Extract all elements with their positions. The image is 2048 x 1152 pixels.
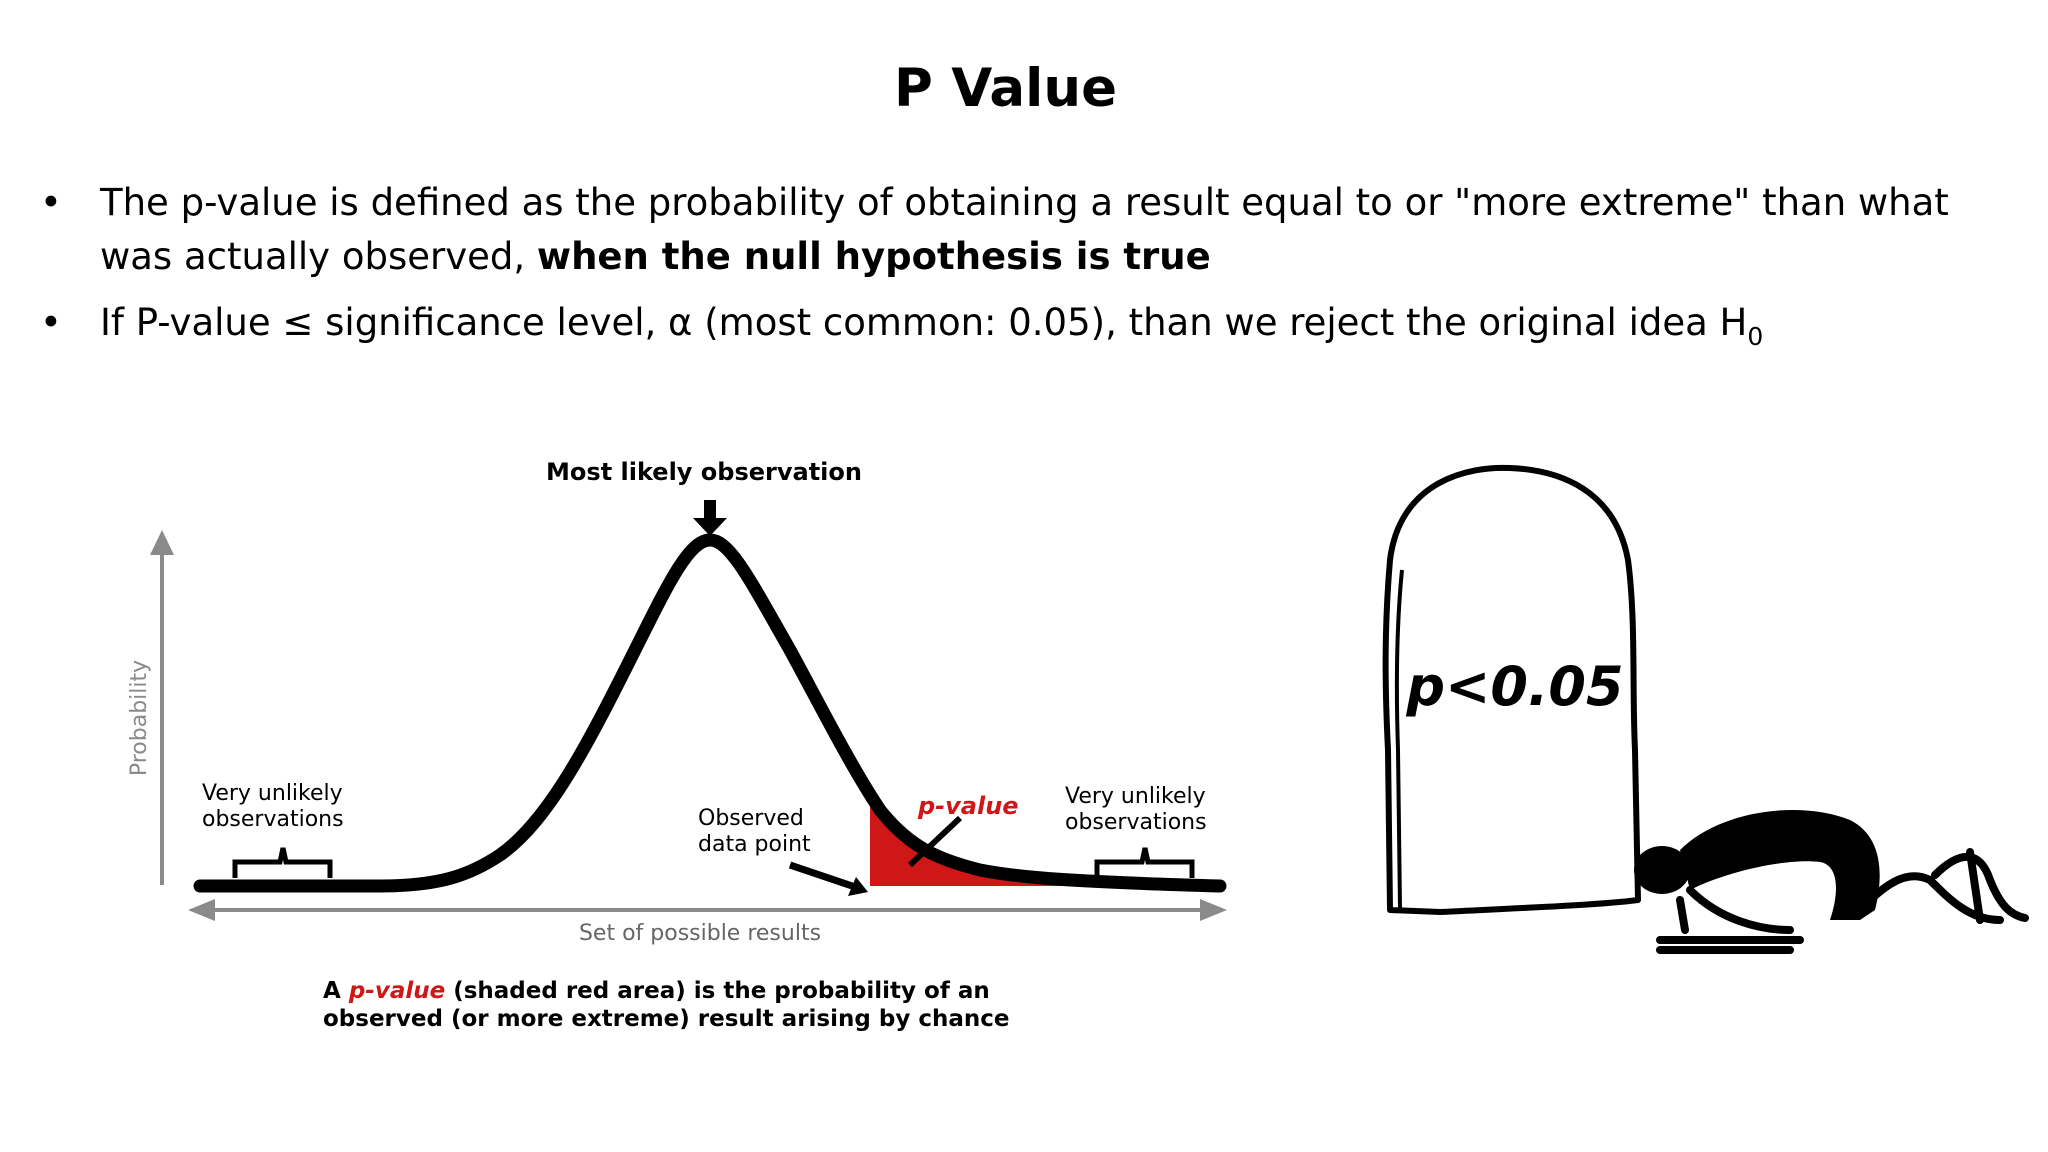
- bullet-list: • The p-value is defined as the probabil…: [40, 176, 2030, 376]
- right-tail-label-line2: observations: [1065, 810, 1207, 835]
- pvalue-pointer-line: [907, 815, 963, 868]
- most-likely-arrow-icon: [693, 500, 727, 536]
- caption-pvalue: p-value: [348, 978, 445, 1004]
- caption-line1: A p-value (shaded red area) is the proba…: [323, 978, 990, 1004]
- bullet-dot: •: [40, 181, 62, 224]
- figure-body: [1680, 810, 1880, 920]
- bullet-definition-bold: when the null hypothesis is true: [536, 235, 1211, 278]
- observed-label-line2: data point: [698, 832, 811, 857]
- bullet-significance-text: If P-value ≤ significance level, α (most…: [100, 301, 1748, 344]
- pvalue-shaded-area: [870, 798, 1220, 886]
- right-tail-label-line1: Very unlikely: [1065, 784, 1206, 809]
- pvalue-figure: Most likely observation Probability Set …: [127, 458, 1227, 1032]
- x-axis-label: Set of possible results: [579, 921, 821, 946]
- pvalue-label: p-value: [917, 792, 1019, 820]
- caption-line2: observed (or more extreme) result arisin…: [323, 1006, 1009, 1032]
- bullet-definition-text: The p-value is defined as the probabilit…: [100, 181, 1949, 278]
- figure-head: [1634, 846, 1690, 894]
- x-axis-right-arrow-icon: [1200, 899, 1227, 921]
- subscript-zero: 0: [1747, 322, 1764, 351]
- left-tail-label-line1: Very unlikely: [202, 781, 343, 806]
- stone-tablet: [1382, 464, 1641, 915]
- figure-arms: [1656, 886, 1804, 954]
- observed-label-line1: Observed: [698, 806, 804, 831]
- bullet-significance: • If P-value ≤ significance level, α (mo…: [40, 296, 2030, 364]
- y-axis-arrow-icon: [150, 530, 174, 555]
- right-brace-icon: [1094, 847, 1195, 878]
- observed-arrow-line: [788, 861, 860, 892]
- left-brace-icon: [232, 847, 333, 878]
- left-tail-label-line2: observations: [202, 807, 344, 832]
- observed-arrow-icon: [848, 877, 868, 896]
- slide-title: P Value: [893, 58, 1118, 119]
- figure-legs: [1861, 848, 2029, 924]
- x-axis-left-arrow-icon: [188, 899, 215, 921]
- most-likely-label: Most likely observation: [546, 458, 862, 486]
- y-axis-label: Probability: [127, 660, 152, 776]
- tablet-edge-line: [1394, 569, 1404, 909]
- distribution-curve: [193, 533, 1227, 893]
- bullet-dot: •: [40, 301, 62, 344]
- worship-cartoon: p<0.05: [1382, 464, 2029, 954]
- tablet-text: p<0.05: [1405, 655, 1623, 718]
- bullet-definition: • The p-value is defined as the probabil…: [40, 176, 2030, 284]
